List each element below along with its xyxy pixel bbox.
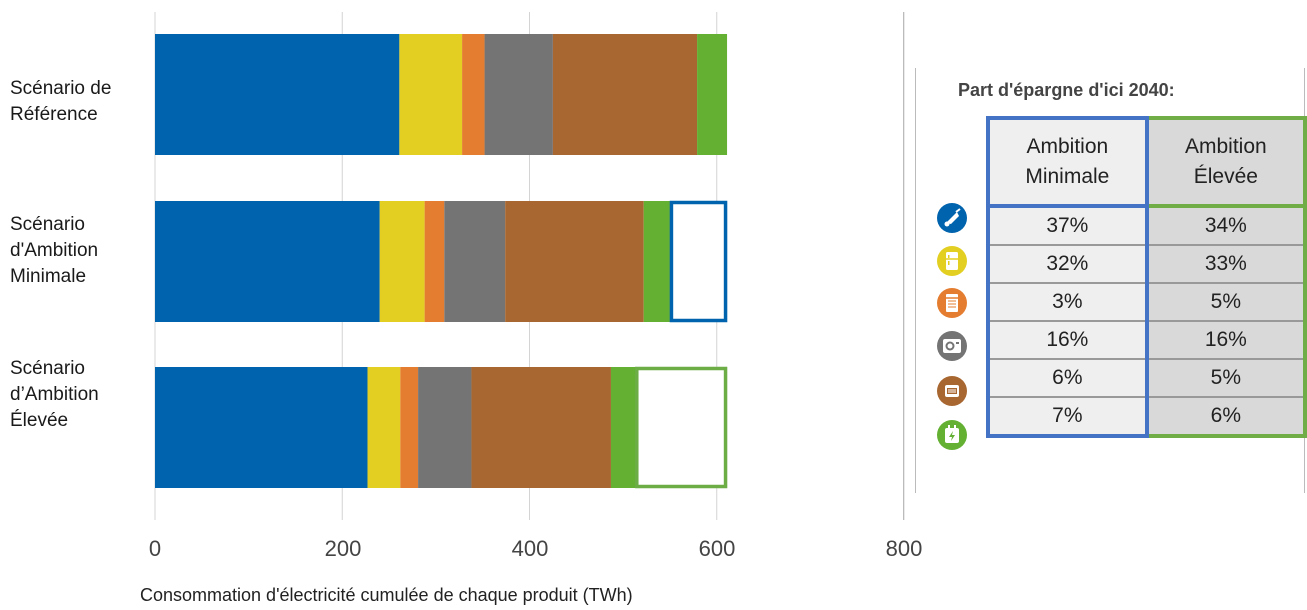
cell-minimal: 16% xyxy=(986,321,1149,360)
table-row: 6% 5% xyxy=(986,359,1307,398)
bar-segment xyxy=(155,34,400,155)
bar-segment xyxy=(444,201,506,322)
table-row: 32% 33% xyxy=(986,245,1307,284)
x-tick-400: 400 xyxy=(511,536,549,561)
bars xyxy=(155,34,728,488)
savings-outline xyxy=(635,366,728,489)
col-header-minimal: Ambition Minimale xyxy=(986,116,1149,208)
bar-segment xyxy=(505,201,644,322)
cell-high: 5% xyxy=(1144,359,1307,398)
table-row: 7% 6% xyxy=(986,397,1307,438)
electric-device-icon xyxy=(937,420,967,450)
bar-segment xyxy=(399,34,463,155)
category-label-minimal: Scénario d'Ambition Minimale xyxy=(10,214,99,287)
bar-segment xyxy=(418,367,472,488)
bar-segment xyxy=(484,34,553,155)
washing-machine-icon xyxy=(937,331,967,361)
category-label-high: Scénario d’Ambition Élevée xyxy=(10,358,99,431)
table-row: 37% 34% xyxy=(986,204,1307,246)
table-title: Part d'épargne d'ici 2040: xyxy=(958,80,1175,100)
col-header-high: Ambition Élevée xyxy=(1144,116,1307,208)
savings-outline xyxy=(669,200,728,323)
bar-segment xyxy=(155,201,380,322)
cell-minimal: 37% xyxy=(986,204,1149,246)
bar-segment xyxy=(471,367,611,488)
bar-segment xyxy=(424,201,445,322)
dishwasher-icon xyxy=(937,288,967,318)
bar-segment xyxy=(610,367,637,488)
oven-icon xyxy=(937,376,967,406)
cell-high: 5% xyxy=(1144,283,1307,322)
x-tick-200: 200 xyxy=(324,536,362,561)
panel-divider xyxy=(903,12,904,520)
cell-minimal: 32% xyxy=(986,245,1149,284)
x-axis-label: Consommation d'électricité cumulée de ch… xyxy=(140,585,633,605)
bar-segment xyxy=(400,367,419,488)
bar-segment xyxy=(379,201,425,322)
table-row: 16% 16% xyxy=(986,321,1307,360)
x-tick-0: 0 xyxy=(148,536,162,561)
vacuum-cleaner-icon xyxy=(937,203,967,233)
table-row: 3% 5% xyxy=(986,283,1307,322)
x-tick-600: 600 xyxy=(698,536,736,561)
cell-minimal: 6% xyxy=(986,359,1149,398)
savings-outlines xyxy=(635,200,728,489)
bar-segment xyxy=(462,34,485,155)
cell-minimal: 3% xyxy=(986,283,1149,322)
x-tick-800: 800 xyxy=(885,536,923,561)
cell-high: 6% xyxy=(1144,397,1307,438)
bar-segment xyxy=(643,201,670,322)
cell-high: 33% xyxy=(1144,245,1307,284)
category-label-reference: Scénario de Référence xyxy=(10,78,112,125)
bar-segment xyxy=(552,34,698,155)
cell-minimal: 7% xyxy=(986,397,1149,438)
savings-table: Ambition Minimale Ambition Élevée 37% 34%… xyxy=(986,116,1307,438)
panel-frame-left xyxy=(915,68,916,493)
bar-segment xyxy=(155,367,368,488)
bar-segment xyxy=(697,34,728,155)
refrigerator-icon xyxy=(937,246,967,276)
cell-high: 16% xyxy=(1144,321,1307,360)
bar-segment xyxy=(367,367,401,488)
cell-high: 34% xyxy=(1144,204,1307,246)
